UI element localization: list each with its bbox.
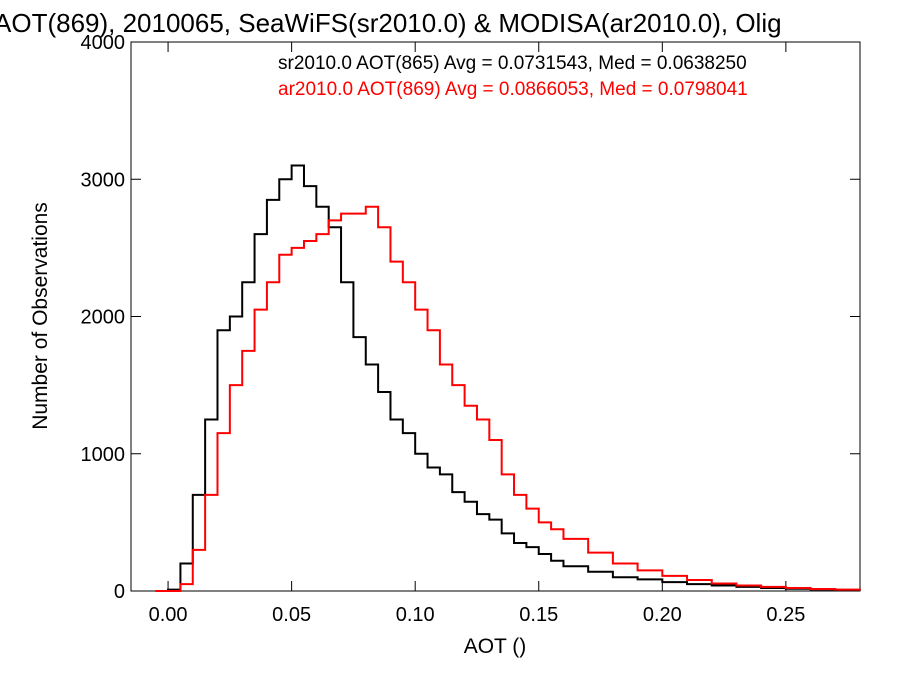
y-tick-label: 3000 xyxy=(81,169,126,191)
x-axis-label: AOT () xyxy=(464,635,527,658)
chart-title: AOT(869), 2010065, SeaWiFS(sr2010.0) & M… xyxy=(0,8,782,38)
x-axis: 0.00 0.05 0.10 0.15 0.20 0.25 xyxy=(149,42,805,626)
series-layer xyxy=(155,164,861,592)
y-tick-label: 1000 xyxy=(81,444,126,466)
y-tick-label: 0 xyxy=(114,581,125,603)
x-tick-label: 0.25 xyxy=(766,604,805,626)
x-tick-label: 0.05 xyxy=(272,604,311,626)
legend-entry-ar2010: ar2010.0 AOT(869) Avg = 0.0866053, Med =… xyxy=(278,79,748,100)
x-tick-label: 0.20 xyxy=(643,604,682,626)
y-tick-label: 4000 xyxy=(81,32,126,54)
x-tick-label: 0.10 xyxy=(396,604,435,626)
x-tick-label: 0.00 xyxy=(149,604,188,626)
y-axis: 0 1000 2000 3000 4000 xyxy=(81,32,860,603)
x-tick-label: 0.15 xyxy=(519,604,558,626)
legend-entry-sr2010: sr2010.0 AOT(865) Avg = 0.0731543, Med =… xyxy=(278,53,747,74)
series-line-sr2010 xyxy=(155,164,861,592)
y-tick-label: 2000 xyxy=(81,307,126,329)
series-line-ar2010 xyxy=(155,205,861,592)
y-axis-label: Number of Observations xyxy=(29,202,52,430)
